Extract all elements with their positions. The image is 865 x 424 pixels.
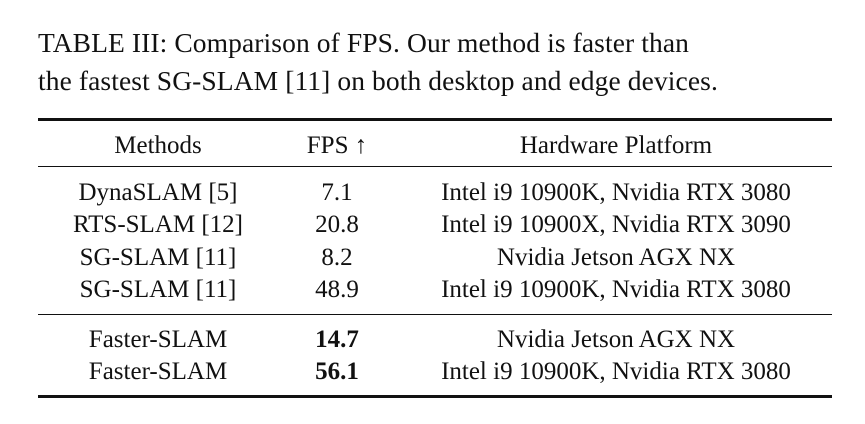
header-fps: FPS ↑	[306, 132, 368, 159]
cell-method: Faster-SLAM	[88, 326, 228, 353]
cell-hardware: Intel i9 10900K, Nvidia RTX 3080	[441, 276, 791, 303]
cell-hardware: Nvidia Jetson AGX NX	[496, 326, 736, 353]
cell-method: SG-SLAM [11]	[79, 244, 237, 271]
table-caption: TABLE III: Comparison of FPS. Our method…	[38, 24, 830, 100]
caption-line-1: TABLE III: Comparison of FPS. Our method…	[38, 27, 689, 58]
cell-hardware: Intel i9 10900X, Nvidia RTX 3090	[441, 211, 791, 238]
cell-fps: 56.1	[315, 358, 359, 385]
cell-hardware: Nvidia Jetson AGX NX	[496, 244, 736, 271]
cell-method: RTS-SLAM [12]	[72, 211, 244, 238]
cell-fps: 48.9	[315, 276, 359, 303]
cell-hardware: Intel i9 10900K, Nvidia RTX 3080	[441, 358, 791, 385]
cell-method: Faster-SLAM	[88, 358, 228, 385]
header-hardware-platform: Hardware Platform	[519, 132, 713, 159]
caption-line-2: the fastest SG-SLAM [11] on both desktop…	[38, 65, 718, 96]
header-methods: Methods	[114, 132, 202, 159]
cell-method: SG-SLAM [11]	[79, 276, 237, 303]
cell-fps: 8.2	[321, 244, 353, 271]
cell-fps: 14.7	[315, 326, 359, 353]
cell-hardware: Intel i9 10900K, Nvidia RTX 3080	[441, 179, 791, 206]
cell-fps: 20.8	[315, 211, 359, 238]
cell-method: DynaSLAM [5]	[78, 179, 238, 206]
cell-fps: 7.1	[321, 179, 353, 206]
table-top-rule	[38, 118, 832, 121]
table-bottom-rule	[38, 395, 832, 398]
table-header-rule	[38, 166, 832, 168]
table-group-rule	[38, 314, 832, 316]
